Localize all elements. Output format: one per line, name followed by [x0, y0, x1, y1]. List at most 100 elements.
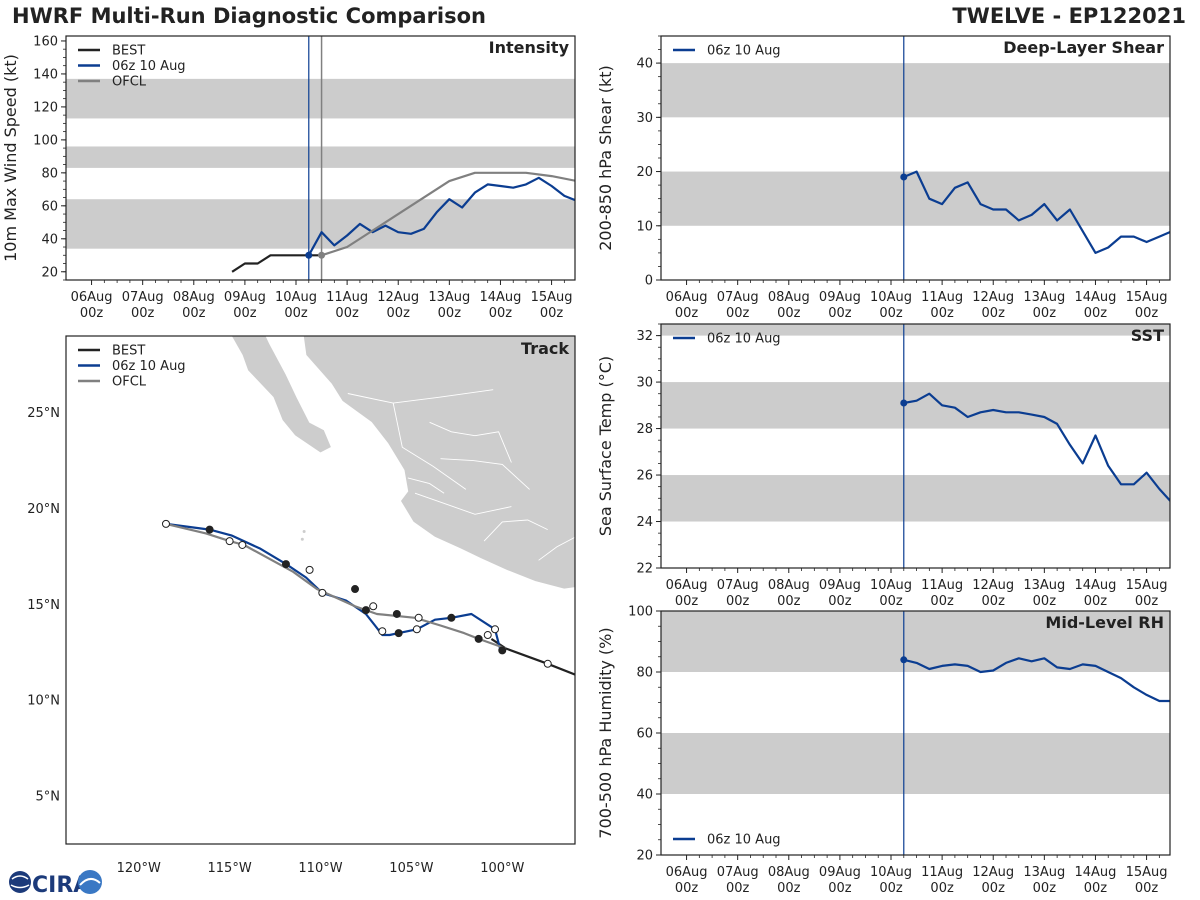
y-tick-label-40: 40 [41, 232, 58, 247]
state-border-2 [414, 492, 512, 515]
y-tick-label-20: 20 [636, 165, 653, 180]
map-frame [65, 335, 576, 845]
init-marker [900, 399, 908, 407]
x-tick-date-0: 06Aug [666, 578, 708, 593]
shade-band-2 [66, 78, 575, 119]
y-axis-label: 200-850 hPa Shear (kt) [596, 65, 615, 251]
track-marker-ofcl [483, 631, 492, 640]
x-tick-date-4: 10Aug [870, 578, 912, 593]
x-tick-hour-0: 00z [675, 594, 699, 609]
x-tick-date-1: 07Aug [717, 290, 759, 305]
x-tick-date-2: 08Aug [768, 290, 810, 305]
y-axis-label: Sea Surface Temp (°C) [596, 356, 615, 536]
track-marker-ofcl [351, 585, 360, 594]
y-tick-label-26: 26 [636, 469, 653, 484]
x-tick-hour-2: 00z [182, 306, 206, 321]
y-tick-label-30: 30 [636, 376, 653, 391]
y-tick-label-80: 80 [636, 666, 653, 681]
x-tick-hour-9: 00z [1135, 594, 1159, 609]
series-group [903, 392, 1170, 503]
legend-label-ofcl: OFCL [112, 375, 147, 390]
x-tick-hour-3: 00z [828, 881, 852, 896]
init-marker [900, 173, 908, 181]
track-marker-06z-10-aug [238, 540, 247, 549]
legend-label-06z-10-aug: 06z 10 Aug [707, 44, 781, 59]
x-tick-date-5: 11Aug [921, 290, 963, 305]
track-marker-06z-10-aug [361, 606, 370, 615]
y-tick-label-28: 28 [636, 422, 653, 437]
y-tick-label-0: 0 [645, 274, 653, 289]
track-marker-06z-10-aug [281, 560, 290, 569]
track-line-best [490, 637, 575, 676]
globe-icon [9, 871, 31, 893]
state-border-5 [538, 536, 575, 561]
shade-band-1 [661, 382, 1170, 429]
y-tick-label-20: 20 [636, 849, 653, 864]
panel-title: Intensity [489, 38, 570, 57]
x-tick-hour-6: 00z [982, 881, 1006, 896]
x-tick-hour-0: 00z [675, 306, 699, 321]
x-tick-date-6: 12Aug [972, 865, 1014, 880]
x-tick-date-4: 10Aug [870, 865, 912, 880]
track-marker-ofcl [414, 613, 423, 622]
state-border-6 [474, 431, 512, 463]
x-tick-hour-1: 00z [726, 306, 750, 321]
lat-label-0: 5°N [36, 790, 61, 805]
sst-panel: 22242628303206Aug00z07Aug00z08Aug00z09Au… [596, 323, 1171, 609]
y-tick-label-32: 32 [636, 329, 653, 344]
legend-label-ofcl: OFCL [112, 75, 147, 90]
x-tick-hour-3: 00z [828, 306, 852, 321]
series-line-06z-10-aug [903, 657, 1170, 703]
track-marker-06z-10-aug [394, 629, 403, 638]
x-tick-hour-9: 00z [1135, 306, 1159, 321]
x-tick-hour-4: 00z [879, 594, 903, 609]
satellite-swoosh [79, 878, 101, 886]
x-tick-date-5: 11Aug [326, 290, 368, 305]
y-tick-label-40: 40 [636, 788, 653, 803]
x-tick-hour-7: 00z [1033, 594, 1057, 609]
y-tick-label-60: 60 [41, 199, 58, 214]
track-marker-06z-10-aug [447, 613, 456, 622]
shade-band-0 [661, 171, 1170, 226]
panel-title: Track [521, 339, 569, 358]
map-group [161, 336, 575, 676]
track-marker-06z-10-aug [161, 519, 170, 528]
y-tick-label-80: 80 [41, 166, 58, 181]
panel-title: SST [1131, 326, 1164, 345]
track-marker-ofcl [474, 634, 483, 643]
x-tick-date-7: 13Aug [1023, 865, 1065, 880]
x-tick-date-2: 08Aug [768, 865, 810, 880]
rh-panel: 2040608010006Aug00z07Aug00z08Aug00z09Aug… [596, 605, 1171, 896]
x-tick-date-6: 12Aug [972, 290, 1014, 305]
x-tick-date-5: 11Aug [921, 865, 963, 880]
plot-frame [660, 35, 1171, 281]
lon-label-3: 105°W [389, 861, 433, 876]
plot-frame [65, 35, 576, 281]
x-tick-date-3: 09Aug [819, 865, 861, 880]
shear-panel: 01020304006Aug00z07Aug00z08Aug00z09Aug00… [596, 35, 1171, 321]
panel-title: Mid-Level RH [1045, 613, 1164, 632]
legend-label-06z-10-aug: 06z 10 Aug [707, 332, 781, 347]
x-tick-date-9: 15Aug [1126, 290, 1168, 305]
island-1 [300, 537, 304, 541]
lat-label-3: 20°N [27, 502, 60, 517]
x-tick-date-9: 15Aug [1126, 578, 1168, 593]
init-marker [900, 656, 908, 664]
x-tick-date-1: 07Aug [122, 290, 164, 305]
x-tick-date-8: 14Aug [1074, 865, 1116, 880]
x-tick-date-9: 15Aug [531, 290, 573, 305]
intensity-panel: 2040608010012014016006Aug00z07Aug00z08Au… [1, 34, 576, 321]
track-marker-ofcl [305, 565, 314, 574]
x-tick-date-1: 07Aug [717, 865, 759, 880]
x-tick-hour-3: 00z [828, 594, 852, 609]
state-border-4 [483, 519, 548, 542]
shade-band-1 [661, 63, 1170, 118]
globe-lines [10, 875, 30, 889]
x-tick-hour-8: 00z [1084, 306, 1108, 321]
satellite-icon [78, 870, 102, 894]
x-tick-date-2: 08Aug [173, 290, 215, 305]
series-line-06z-10-aug [903, 392, 1170, 503]
x-tick-date-0: 06Aug [71, 290, 113, 305]
shade-band-2 [661, 324, 1170, 336]
x-tick-date-5: 11Aug [921, 578, 963, 593]
